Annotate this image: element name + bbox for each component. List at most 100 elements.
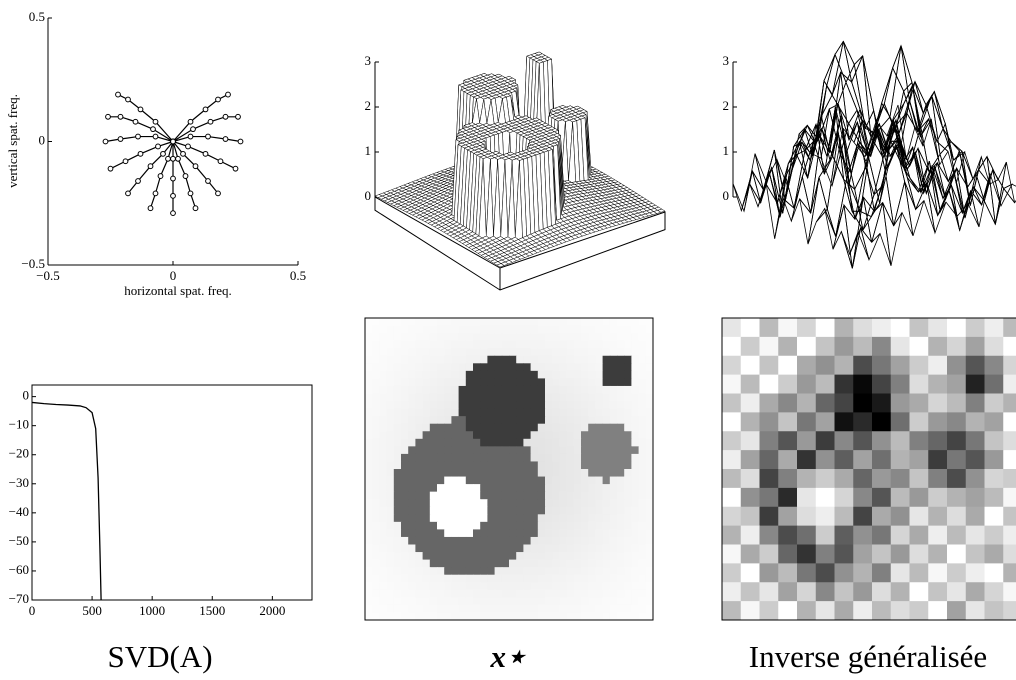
image-pixel xyxy=(559,477,567,485)
image-pixel xyxy=(610,560,618,568)
image-pixel xyxy=(741,412,760,431)
image-pixel xyxy=(853,507,872,526)
image-pixel xyxy=(430,590,438,598)
image-pixel xyxy=(617,326,625,334)
image-pixel xyxy=(722,375,741,394)
image-pixel xyxy=(480,424,488,432)
image-pixel xyxy=(430,416,438,424)
image-pixel xyxy=(741,337,760,356)
image-pixel xyxy=(401,394,409,402)
image-pixel xyxy=(853,582,872,601)
image-pixel xyxy=(401,522,409,530)
image-pixel xyxy=(588,514,596,522)
image-pixel xyxy=(466,484,474,492)
x-tick-label: 0.5 xyxy=(290,268,306,283)
image-pixel xyxy=(509,409,517,417)
image-pixel xyxy=(646,363,654,371)
image-pixel xyxy=(567,318,575,326)
image-pixel xyxy=(545,394,553,402)
image-pixel xyxy=(444,341,452,349)
image-pixel xyxy=(778,337,797,356)
image-pixel xyxy=(387,492,395,500)
image-pixel xyxy=(588,582,596,590)
image-pixel xyxy=(567,454,575,462)
image-pixel xyxy=(509,341,517,349)
image-pixel xyxy=(531,582,539,590)
image-pixel xyxy=(387,499,395,507)
image-pixel xyxy=(401,612,409,620)
image-pixel xyxy=(741,563,760,582)
image-pixel xyxy=(423,431,431,439)
image-pixel xyxy=(473,522,481,530)
image-pixel xyxy=(437,552,445,560)
image-pixel xyxy=(394,484,402,492)
image-pixel xyxy=(588,484,596,492)
image-pixel xyxy=(523,567,531,575)
image-pixel xyxy=(872,488,891,507)
image-pixel xyxy=(480,612,488,620)
image-pixel xyxy=(502,318,510,326)
image-pixel xyxy=(928,488,947,507)
image-pixel xyxy=(624,454,632,462)
image-pixel xyxy=(394,560,402,568)
image-pixel xyxy=(581,431,589,439)
image-pixel xyxy=(372,582,380,590)
image-pixel xyxy=(646,318,654,326)
image-pixel xyxy=(552,597,560,605)
image-pixel xyxy=(451,318,459,326)
image-pixel xyxy=(631,567,639,575)
image-pixel xyxy=(631,469,639,477)
image-pixel xyxy=(408,401,416,409)
image-pixel xyxy=(487,454,495,462)
image-pixel xyxy=(495,507,503,515)
image-pixel xyxy=(631,492,639,500)
image-pixel xyxy=(523,439,531,447)
image-pixel xyxy=(617,507,625,515)
image-pixel xyxy=(559,552,567,560)
image-pixel xyxy=(552,469,560,477)
point xyxy=(156,144,161,149)
image-pixel xyxy=(835,507,854,526)
image-pixel xyxy=(631,484,639,492)
image-pixel xyxy=(639,545,647,553)
image-pixel xyxy=(401,507,409,515)
image-pixel xyxy=(408,446,416,454)
image-pixel xyxy=(502,484,510,492)
image-pixel xyxy=(574,522,582,530)
image-pixel xyxy=(495,356,503,364)
image-pixel xyxy=(495,590,503,598)
image-pixel xyxy=(466,326,474,334)
image-pixel xyxy=(365,499,373,507)
image-pixel xyxy=(509,522,517,530)
image-pixel xyxy=(523,363,531,371)
image-pixel xyxy=(639,529,647,537)
image-pixel xyxy=(502,522,510,530)
image-pixel xyxy=(401,492,409,500)
image-pixel xyxy=(595,477,603,485)
image-pixel xyxy=(966,450,985,469)
image-pixel xyxy=(451,567,459,575)
image-pixel xyxy=(401,348,409,356)
image-pixel xyxy=(624,348,632,356)
image-pixel xyxy=(552,560,560,568)
y-axis-label: vertical spat. freq. xyxy=(5,94,20,188)
image-pixel xyxy=(639,567,647,575)
image-pixel xyxy=(966,545,985,564)
image-pixel xyxy=(487,560,495,568)
image-pixel xyxy=(502,454,510,462)
z-tick-label: 2 xyxy=(723,98,730,113)
image-pixel xyxy=(502,499,510,507)
image-pixel xyxy=(451,499,459,507)
image-pixel xyxy=(365,341,373,349)
image-pixel xyxy=(459,416,467,424)
image-pixel xyxy=(581,363,589,371)
image-pixel xyxy=(574,394,582,402)
image-pixel xyxy=(538,318,546,326)
image-pixel xyxy=(588,507,596,515)
image-pixel xyxy=(379,605,387,613)
x-tick-label: 1000 xyxy=(139,603,165,618)
image-pixel xyxy=(624,469,632,477)
image-pixel xyxy=(495,499,503,507)
image-pixel xyxy=(408,348,416,356)
image-pixel xyxy=(509,537,517,545)
